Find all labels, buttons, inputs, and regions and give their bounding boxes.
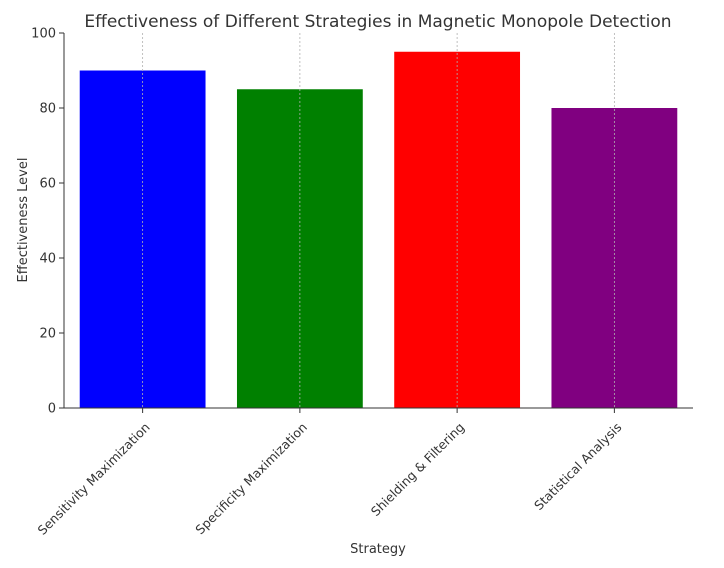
y-tick-label: 40 bbox=[39, 252, 56, 267]
y-tick-label: 100 bbox=[31, 27, 56, 42]
x-tick-label: Sensitivity Maximization bbox=[35, 420, 153, 538]
y-tick-label: 80 bbox=[39, 102, 56, 117]
y-tick-label: 0 bbox=[48, 402, 56, 417]
axes bbox=[59, 32, 693, 413]
bars bbox=[79, 51, 678, 408]
y-axis-label: Effectiveness Level bbox=[16, 158, 31, 283]
x-tick-labels: Sensitivity Maximization Specificity Maxi… bbox=[35, 420, 625, 538]
y-tick-label: 20 bbox=[39, 327, 56, 342]
x-axis-label: Strategy bbox=[350, 542, 406, 557]
x-tick-label: Statistical Analysis bbox=[531, 420, 625, 514]
x-tick-label: Shielding & Filtering bbox=[368, 420, 468, 520]
y-tick-labels: 0 20 40 60 80 100 bbox=[31, 27, 56, 417]
chart-title: Effectiveness of Different Strategies in… bbox=[84, 12, 671, 32]
vertical-grid-lines bbox=[142, 33, 615, 408]
x-tick-label: Specificity Maximization bbox=[192, 420, 310, 538]
y-tick-label: 60 bbox=[39, 177, 56, 192]
